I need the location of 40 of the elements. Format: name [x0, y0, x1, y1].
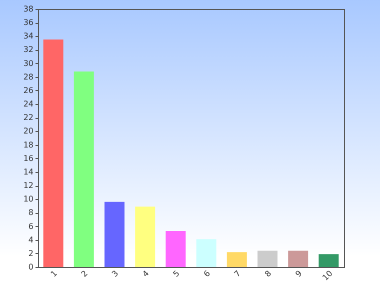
- y-tick-label: 36: [23, 18, 34, 28]
- y-tick-label: 18: [23, 140, 34, 150]
- x-tick-label: 10: [320, 268, 334, 282]
- x-tick-label: 9: [294, 268, 304, 279]
- bar: [318, 254, 339, 267]
- bar: [104, 202, 124, 267]
- y-tick-label: 28: [23, 72, 34, 82]
- y-tick-label: 20: [23, 126, 34, 136]
- x-tick-label: 7: [232, 268, 243, 279]
- bar: [288, 250, 308, 267]
- y-tick-label: 0: [28, 262, 34, 272]
- y-tick-label: 22: [23, 113, 34, 122]
- y-tick-label: 24: [23, 100, 34, 109]
- bar: [135, 206, 156, 267]
- bar: [43, 40, 64, 267]
- y-tick-label: 34: [23, 32, 34, 41]
- y-tick-label: 2: [28, 248, 34, 258]
- y-tick-label: 16: [23, 154, 34, 163]
- x-tick-label: 2: [80, 268, 90, 279]
- y-tick-label: 12: [23, 181, 34, 190]
- x-tick-label: 6: [202, 268, 212, 279]
- y-tick-label: 26: [23, 86, 34, 95]
- x-tick-label: 3: [110, 268, 120, 279]
- bar: [74, 71, 94, 267]
- y-tick-label: 10: [23, 194, 34, 204]
- x-tick-label: 8: [263, 268, 274, 279]
- y-tick-label: 32: [23, 45, 34, 54]
- y-tick-label: 14: [23, 167, 34, 176]
- x-tick-label: 5: [171, 268, 182, 279]
- bar: [166, 231, 186, 267]
- x-tick-label: 4: [140, 268, 151, 279]
- bar: [196, 239, 216, 267]
- y-tick-label: 30: [23, 58, 34, 68]
- y-tick-label: 38: [23, 4, 34, 14]
- y-tick-label: 6: [28, 222, 34, 231]
- y-tick-label: 4: [28, 235, 34, 244]
- bar: [226, 252, 247, 267]
- x-tick-label: 1: [48, 268, 59, 279]
- y-tick-label: 8: [28, 208, 34, 218]
- bar: [258, 250, 278, 267]
